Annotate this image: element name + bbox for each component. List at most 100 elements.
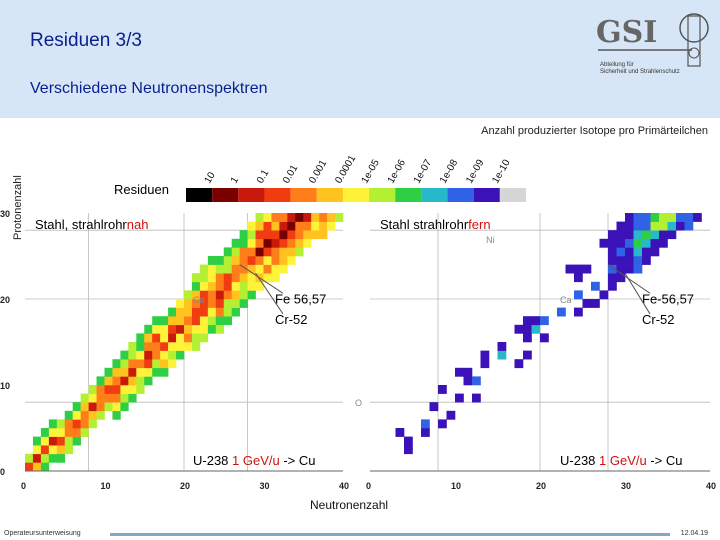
x-tick-label: 10 — [101, 481, 111, 491]
scale-tick-label: 1e-05 — [360, 157, 383, 185]
panel-title-highlight: nah — [127, 217, 149, 232]
heatmap-cell — [168, 350, 177, 360]
annotation-pointer — [239, 264, 284, 294]
scale-swatch — [316, 188, 343, 202]
heatmap-cell — [239, 281, 248, 291]
heatmap-cell — [540, 333, 549, 343]
heatmap-cell — [32, 453, 42, 463]
heatmap-cell — [191, 281, 201, 291]
heatmap-cell — [263, 221, 272, 231]
x-tick-label: 0 — [21, 481, 26, 491]
heatmap-cell — [247, 230, 256, 240]
heatmap-cell — [271, 213, 280, 222]
panel-title-highlight: fern — [468, 217, 490, 232]
heatmap-cell — [395, 428, 405, 437]
heatmap-cell — [144, 333, 153, 343]
heatmap-cell — [176, 307, 185, 317]
heatmap-cell — [523, 333, 532, 343]
heatmap-cell — [168, 324, 177, 334]
heatmap-cell — [231, 273, 240, 283]
heatmap-cell — [136, 333, 145, 343]
footer-divider — [110, 533, 670, 536]
scale-tick-label: 0.0001 — [333, 153, 358, 185]
heatmap-cell — [152, 342, 161, 351]
heatmap-cell — [199, 333, 209, 343]
heatmap-cell — [32, 445, 42, 455]
heatmap-cell — [574, 290, 583, 300]
heatmap-cell — [438, 419, 447, 429]
heatmap-cell — [303, 230, 312, 240]
heatmap-cell — [608, 281, 617, 291]
heatmap-cell — [608, 264, 617, 274]
heatmap-cell — [327, 221, 336, 231]
heatmap-cell — [112, 402, 121, 412]
heatmap-cell — [223, 247, 232, 257]
heatmap-cell — [497, 342, 507, 351]
scale-swatch — [186, 188, 213, 202]
heatmap-cell — [231, 264, 240, 274]
heatmap-cell — [160, 350, 169, 360]
heatmap-cell — [223, 316, 232, 326]
heatmap-cell — [191, 316, 201, 326]
heatmap-cell — [684, 213, 694, 222]
heatmap-cell — [56, 453, 66, 463]
heatmap-cell — [247, 264, 256, 274]
heatmap-cell — [136, 367, 145, 377]
heatmap-cell — [247, 256, 256, 265]
heatmap-cell — [152, 316, 161, 326]
heatmap-cell — [112, 359, 121, 369]
heatmap-cell — [247, 221, 256, 231]
heatmap-cell — [421, 428, 430, 437]
heatmap-cell — [160, 342, 169, 351]
heatmap-cell — [80, 428, 89, 437]
heatmap-cell — [128, 342, 137, 351]
heatmap-cell — [223, 273, 232, 283]
panel-title: Stahl, strahlrohrnah — [35, 217, 148, 232]
heatmap-cell — [455, 367, 464, 377]
x-axis-label: Neutronenzahl — [310, 498, 389, 512]
reaction-label: U-238 1 GeV/u -> Cu — [193, 453, 316, 468]
heatmap-cell — [215, 316, 225, 326]
heatmap-cell — [295, 247, 304, 257]
heatmap-cell — [136, 385, 145, 394]
scale-caption: Anzahl produzierter Isotope pro Primärte… — [481, 125, 708, 137]
heatmap-cell — [303, 221, 312, 231]
heatmap-cell — [104, 402, 113, 412]
reaction-suffix: -> Cu — [280, 453, 316, 468]
heatmap-cell — [72, 402, 81, 412]
heatmap-cell — [176, 342, 185, 351]
department-text: Abteilung für Sicherheit und Strahlensch… — [600, 62, 710, 76]
heatmap-cell — [184, 324, 193, 334]
heatmap-cell — [32, 462, 42, 472]
heatmap-cell — [152, 350, 161, 360]
annotation-pointer — [624, 272, 651, 315]
heatmap-cell — [271, 230, 280, 240]
heatmap-cell — [88, 393, 97, 403]
y-tick-label: 30 — [0, 209, 10, 219]
heatmap-cell — [48, 428, 58, 437]
heatmap-cell — [319, 221, 328, 231]
heatmap-cell — [112, 385, 121, 394]
heatmap-cell — [184, 316, 193, 326]
footer-date: 12.04.19 — [680, 530, 708, 537]
heatmap-cell — [271, 238, 280, 248]
heatmap-cell — [112, 376, 121, 386]
heatmap-cell — [199, 281, 209, 291]
x-tick-label: 40 — [339, 481, 349, 491]
heatmap-cell — [207, 299, 217, 308]
heatmap-cell — [184, 333, 193, 343]
gsi-logo-text: GSI — [596, 15, 657, 50]
reaction-energy: 1 GeV/u — [232, 453, 280, 468]
heatmap-cell — [659, 213, 668, 222]
x-tick-label: 30 — [260, 481, 270, 491]
heatmap-cell — [40, 462, 50, 472]
heatmap-cell — [523, 324, 532, 334]
heatmap-cell — [207, 256, 217, 265]
heatmap-cell — [684, 221, 694, 231]
element-label: Ca — [193, 295, 205, 305]
heatmap-cell — [144, 359, 153, 369]
heatmap-cell — [168, 333, 177, 343]
heatmap-cell — [616, 247, 626, 257]
department-line-2: Sicherheit und Strahlenschutz — [600, 69, 680, 75]
heatmap-cell — [144, 342, 153, 351]
